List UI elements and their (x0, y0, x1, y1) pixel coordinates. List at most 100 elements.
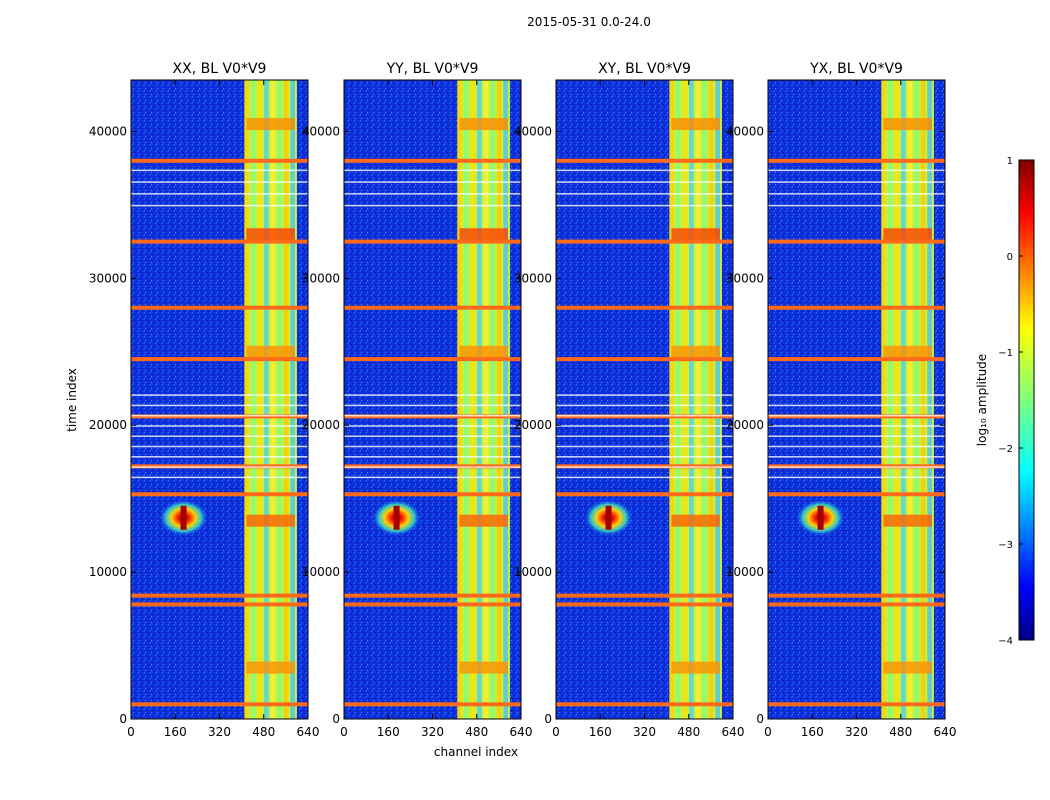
rfi-streak (669, 80, 674, 719)
colorbar-tick-label: −2 (998, 444, 1013, 455)
heatmap-panel: XY, BL V0*V9 0 160 320 480 640 0 10000 20000 3000… (514, 61, 745, 739)
scan-line (131, 456, 308, 458)
rfi-streak (682, 80, 688, 719)
point-source (817, 505, 824, 530)
scan-line (344, 404, 521, 407)
rfi-streak (470, 80, 476, 719)
rfi-burst (883, 661, 932, 674)
rfi-burst (246, 228, 295, 241)
scan-line (556, 445, 733, 448)
flagged-row (344, 305, 521, 310)
rfi-streak (496, 80, 502, 719)
colorbar-tick-label: −1 (998, 348, 1013, 359)
rfi-streak (920, 80, 926, 719)
x-tick-label: 640 (510, 725, 533, 739)
colorbar-tick-label: −4 (998, 636, 1013, 647)
flagged-row (344, 357, 521, 362)
scan-line (131, 466, 308, 468)
x-tick-label: 480 (889, 725, 912, 739)
scan-line (768, 193, 945, 195)
heatmap-panel: YX, BL V0*V9 0 160 320 480 640 0 10000 20000 3000… (726, 61, 957, 739)
y-tick-label: 10000 (302, 565, 340, 579)
y-axis-label: time index (65, 368, 79, 432)
rfi-streak (463, 80, 469, 719)
scan-line (556, 456, 733, 458)
x-tick-label: 640 (722, 725, 745, 739)
scan-line (131, 425, 308, 427)
scan-line (556, 476, 733, 479)
panel-title: XX, BL V0*V9 (173, 61, 267, 77)
scan-line (556, 193, 733, 195)
y-tick-label: 0 (119, 712, 127, 726)
flagged-row (131, 158, 308, 163)
rfi-burst (883, 345, 932, 358)
scan-line (556, 394, 733, 396)
y-tick-label: 30000 (89, 271, 127, 285)
rfi-streak (283, 80, 289, 719)
scan-line (344, 414, 521, 417)
heatmap-panel: XX, BL V0*V9 0 160 320 480 640 0 10000 20000 3000… (89, 61, 320, 739)
scan-line (131, 169, 308, 172)
rfi-streak (901, 80, 906, 719)
rfi-streak (244, 80, 249, 719)
colorbar-tick-label: 0 (1007, 252, 1013, 263)
flagged-row (344, 593, 521, 598)
rfi-streak (257, 80, 263, 719)
colorbar-ticks: 1 0 −1 −2 −3 −4 (998, 156, 1023, 647)
rfi-burst (883, 514, 932, 527)
scan-line (131, 445, 308, 448)
rfi-burst (459, 661, 508, 674)
scan-line (344, 193, 521, 195)
scan-line (344, 204, 521, 207)
y-tick-label: 0 (332, 712, 340, 726)
x-tick-label: 160 (801, 725, 824, 739)
flagged-row (131, 239, 308, 244)
y-tick-label: 20000 (89, 418, 127, 432)
rfi-streak (894, 80, 900, 719)
rfi-streak (250, 80, 256, 719)
scan-line (131, 204, 308, 207)
rfi-streak (503, 80, 508, 719)
scan-line (344, 445, 521, 448)
x-tick-label: 640 (934, 725, 957, 739)
flagged-row (556, 492, 733, 497)
rfi-burst (671, 228, 720, 241)
rfi-streak (715, 80, 720, 719)
point-source (180, 505, 187, 530)
flagged-row (131, 593, 308, 598)
x-tick-label: 0 (127, 725, 135, 739)
panel-title: XY, BL V0*V9 (598, 61, 691, 77)
point-source (605, 505, 612, 530)
x-tick-label: 320 (845, 725, 868, 739)
y-tick-label: 40000 (302, 124, 340, 138)
y-tick-label: 40000 (89, 124, 127, 138)
flagged-row (344, 158, 521, 163)
rfi-burst (671, 345, 720, 358)
flagged-row (768, 492, 945, 497)
scan-line (344, 394, 521, 396)
rfi-streak (264, 80, 269, 719)
scan-line (768, 466, 945, 468)
scan-line (556, 414, 733, 417)
y-tick-label: 0 (544, 712, 552, 726)
rfi-streak (689, 80, 694, 719)
scan-line (768, 425, 945, 427)
y-tick-label: 30000 (726, 271, 764, 285)
x-tick-label: 160 (164, 725, 187, 739)
rfi-streak (907, 80, 913, 719)
rfi-burst (246, 345, 295, 358)
flagged-row (131, 357, 308, 362)
panel-title: YY, BL V0*V9 (386, 61, 479, 77)
rfi-streak (708, 80, 714, 719)
flagged-row (344, 239, 521, 244)
scan-line (768, 169, 945, 172)
rfi-streak (881, 80, 886, 719)
scan-line (131, 404, 308, 407)
rfi-burst (671, 514, 720, 527)
rfi-streak (277, 80, 282, 719)
scan-line (131, 414, 308, 417)
scan-line (344, 456, 521, 458)
scan-line (556, 425, 733, 427)
flagged-row (131, 305, 308, 310)
